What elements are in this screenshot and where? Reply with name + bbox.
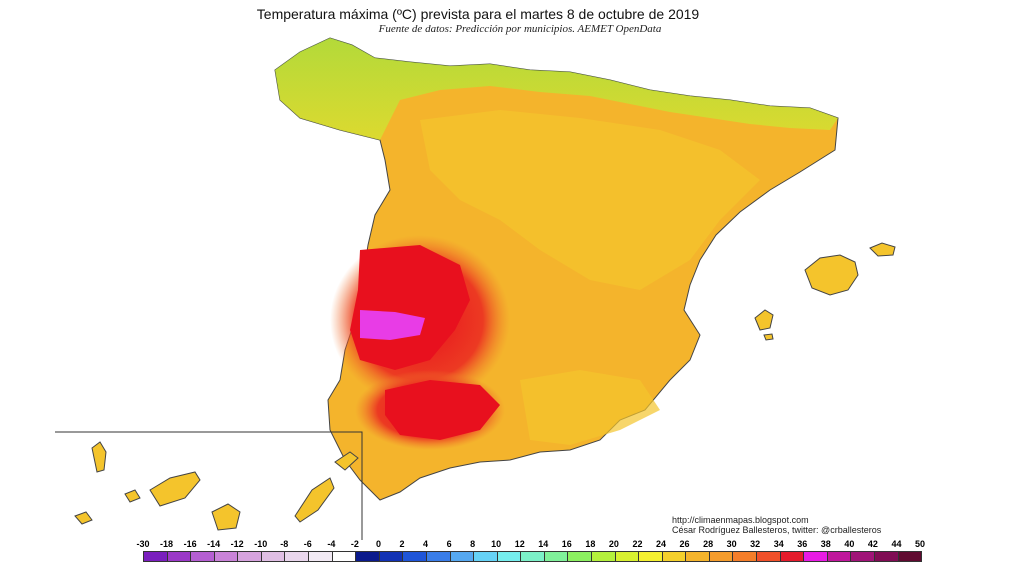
legend-swatch	[332, 552, 357, 561]
legend-swatch	[309, 552, 333, 561]
legend-tick-label: -4	[327, 539, 336, 549]
legend-tick-label: 6	[446, 539, 452, 549]
legend-swatch	[898, 552, 922, 561]
lanzarote-island	[334, 451, 359, 471]
legend-tick-label: 0	[375, 539, 381, 549]
legend-tick-label: 42	[867, 539, 878, 549]
legend-tick-label: 50	[914, 539, 926, 549]
legend-swatch	[356, 552, 380, 561]
legend-tick-label: 22	[632, 539, 643, 549]
legend-swatch	[780, 552, 805, 561]
legend-swatch	[261, 552, 286, 561]
interior-mild-zone	[420, 110, 760, 290]
north-cool-zone	[275, 38, 838, 140]
legend-tick-label: 36	[797, 539, 808, 549]
legend-tick-label: 26	[679, 539, 690, 549]
mallorca-island	[804, 254, 859, 296]
tenerife-island	[149, 471, 201, 507]
legend-swatch	[827, 552, 852, 561]
legend-tick-label: 12	[514, 539, 525, 549]
legend-colorbar	[143, 551, 922, 562]
guadalquivir-hot-zone	[385, 380, 500, 440]
legend-tick-label: -18	[160, 539, 174, 549]
legend-tick-label: -30	[136, 539, 150, 549]
legend-tick-label: 38	[820, 539, 831, 549]
legend-tick-label: 14	[538, 539, 549, 549]
legend-tick-label: 8	[470, 539, 476, 549]
legend-swatch	[238, 552, 262, 561]
legend-tick-label: 20	[608, 539, 619, 549]
legend-tick-label: 30	[726, 539, 737, 549]
legend-swatch	[497, 552, 522, 561]
legend-swatch	[167, 552, 192, 561]
legend-swatch	[403, 552, 427, 561]
legend-swatch	[568, 552, 592, 561]
legend-tick-label: 18	[585, 539, 596, 549]
legend-swatch	[686, 552, 710, 561]
legend-tick-label: 40	[844, 539, 855, 549]
legend-tick-label: 24	[655, 539, 667, 549]
ibiza-island	[754, 309, 774, 331]
legend-tick-label: 34	[773, 539, 784, 549]
legend-tick-label: -6	[303, 539, 312, 549]
legend-swatch	[709, 552, 734, 561]
legend-swatch	[874, 552, 899, 561]
legend-swatch	[426, 552, 451, 561]
legend-swatch	[851, 552, 875, 561]
legend-tick-label: -12	[230, 539, 244, 549]
fuerteventura-island	[294, 477, 335, 523]
legend-swatch	[615, 552, 640, 561]
el-hierro-island	[74, 511, 93, 525]
legend-swatch	[379, 552, 404, 561]
legend-swatch	[733, 552, 758, 561]
menorca-island	[869, 242, 896, 257]
legend-swatch	[191, 552, 215, 561]
legend-swatch	[757, 552, 781, 561]
legend-tick-label: -16	[183, 539, 197, 549]
legend-tick-label: 2	[399, 539, 405, 549]
legend-swatch	[639, 552, 663, 561]
southeast-mild-zone	[520, 370, 660, 445]
legend-tick-label: -8	[280, 539, 289, 549]
gran-canaria-island	[211, 503, 241, 531]
la-palma-island	[91, 441, 107, 473]
legend-swatch	[450, 552, 475, 561]
legend-swatch	[804, 552, 828, 561]
legend-swatch	[591, 552, 616, 561]
legend-tick-label: -14	[207, 539, 221, 549]
formentera-island	[763, 333, 774, 341]
legend-tick-label: 28	[703, 539, 714, 549]
legend-labels: -30 -18 -16 -14 -12 -10 -8 -6 -4 -2 0 2 4 6 8 10 12 14 16 1…	[0, 539, 1024, 551]
map-subtitle: Fuente de datos: Predicción por municipi…	[378, 23, 662, 35]
legend-swatch	[285, 552, 310, 561]
legend-swatch	[214, 552, 239, 561]
credits-author: César Rodríguez Ballesteros, twitter: @c…	[672, 525, 882, 535]
credits: http://climaenmapas.blogspot.com César R…	[672, 515, 881, 535]
map-title: Temperatura máxima (ºC) prevista para el…	[256, 6, 700, 22]
extreme-heat-zone	[360, 310, 425, 340]
credits-blog: http://climaenmapas.blogspot.com	[672, 515, 809, 525]
canary-inset-border	[55, 431, 363, 540]
la-gomera-island	[124, 489, 141, 503]
legend-swatch	[544, 552, 569, 561]
legend-tick-label: 16	[561, 539, 572, 549]
legend-swatch	[521, 552, 545, 561]
legend-swatch	[662, 552, 687, 561]
legend-tick-label: 10	[491, 539, 502, 549]
legend-tick-label: -10	[254, 539, 268, 549]
legend-swatch	[144, 552, 168, 561]
legend-tick-label: -2	[350, 539, 359, 549]
legend-tick-label: 44	[891, 539, 902, 549]
legend-tick-label: 32	[750, 539, 761, 549]
legend-swatch	[474, 552, 498, 561]
legend-tick-label: 4	[423, 539, 429, 549]
